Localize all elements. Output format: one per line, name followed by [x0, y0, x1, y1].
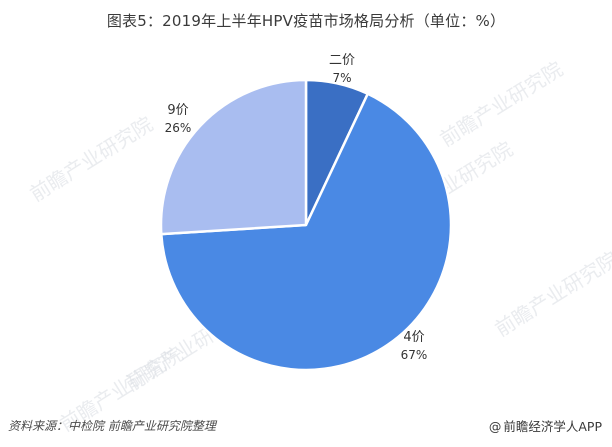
- brand-footer: @ 前瞻经济学人APP: [489, 416, 602, 435]
- slice-value-1: 7%: [332, 71, 351, 85]
- slice-value-3: 26%: [165, 121, 192, 135]
- pie-labels: 二价 7% 4价 67% 9价 26%: [165, 53, 428, 362]
- pie-slice-2: [160, 92, 453, 372]
- at-icon: @: [488, 419, 502, 434]
- slice-label-1: 二价: [329, 53, 355, 68]
- slice-label-3: 9价: [167, 103, 188, 118]
- pie-slice-3: [159, 78, 308, 236]
- pie-slices: [159, 78, 453, 372]
- brand-name: 前瞻经济学人APP: [503, 419, 602, 434]
- watermark-text: 前瞻产业研究院: [26, 112, 157, 207]
- slice-value-2: 67%: [401, 348, 428, 362]
- watermark-text: 前瞻产业研究院: [491, 247, 612, 342]
- source-note: 资料来源：中检院 前瞻产业研究院整理: [8, 419, 216, 433]
- chart-title: 图表5：2019年上半年HPV疫苗市场格局分析（单位：%）: [106, 12, 506, 30]
- slice-label-2: 4价: [403, 330, 424, 345]
- watermark-text: 前瞻产业研究院: [436, 57, 567, 152]
